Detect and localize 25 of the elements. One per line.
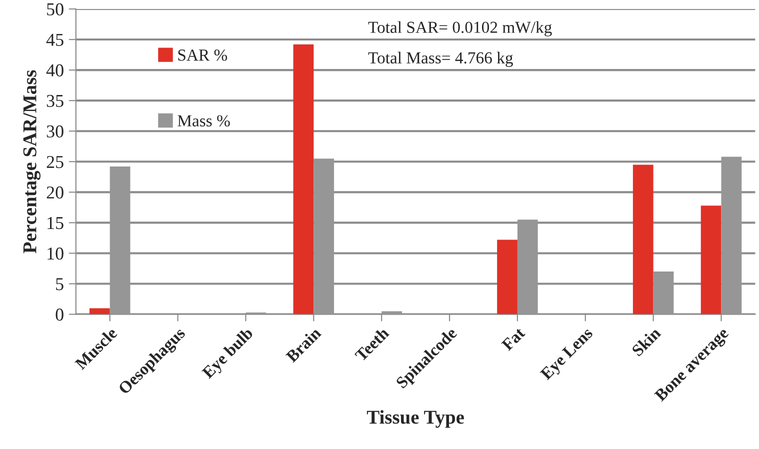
y-tick-label: 0 [56, 308, 64, 321]
y-tick-label: 20 [46, 186, 64, 199]
x-tick-label: Skin [631, 326, 662, 357]
x-tick-label: Eye bulb [201, 326, 256, 382]
y-tick-label: 50 [47, 3, 64, 16]
bar [700, 206, 722, 314]
annotation: Total SAR= 0.0102 mW/kg [368, 21, 552, 36]
legend-label: Mass % [178, 115, 230, 127]
annotation: Total Mass= 4.766 kg [368, 52, 513, 67]
y-tick-label: 30 [46, 125, 64, 138]
y-tick-label: 5 [56, 278, 64, 290]
bar [89, 308, 110, 314]
x-tick-label: Fat [501, 326, 526, 352]
y-tick-label: 45 [46, 34, 64, 46]
bar [497, 240, 518, 314]
y-tick-label: 35 [46, 94, 64, 108]
y-tick-label: 10 [48, 247, 64, 260]
bar [293, 44, 314, 314]
x-axis-title: Tissue Type [366, 410, 464, 428]
y-axis-title: Percentage SAR/Mass [23, 70, 40, 254]
y-tick-label: 25 [46, 156, 64, 168]
bar [632, 164, 654, 314]
legend-label: SAR % [178, 49, 228, 61]
y-tick-label: 15 [48, 217, 64, 230]
y-tick-label: 40 [46, 64, 64, 76]
